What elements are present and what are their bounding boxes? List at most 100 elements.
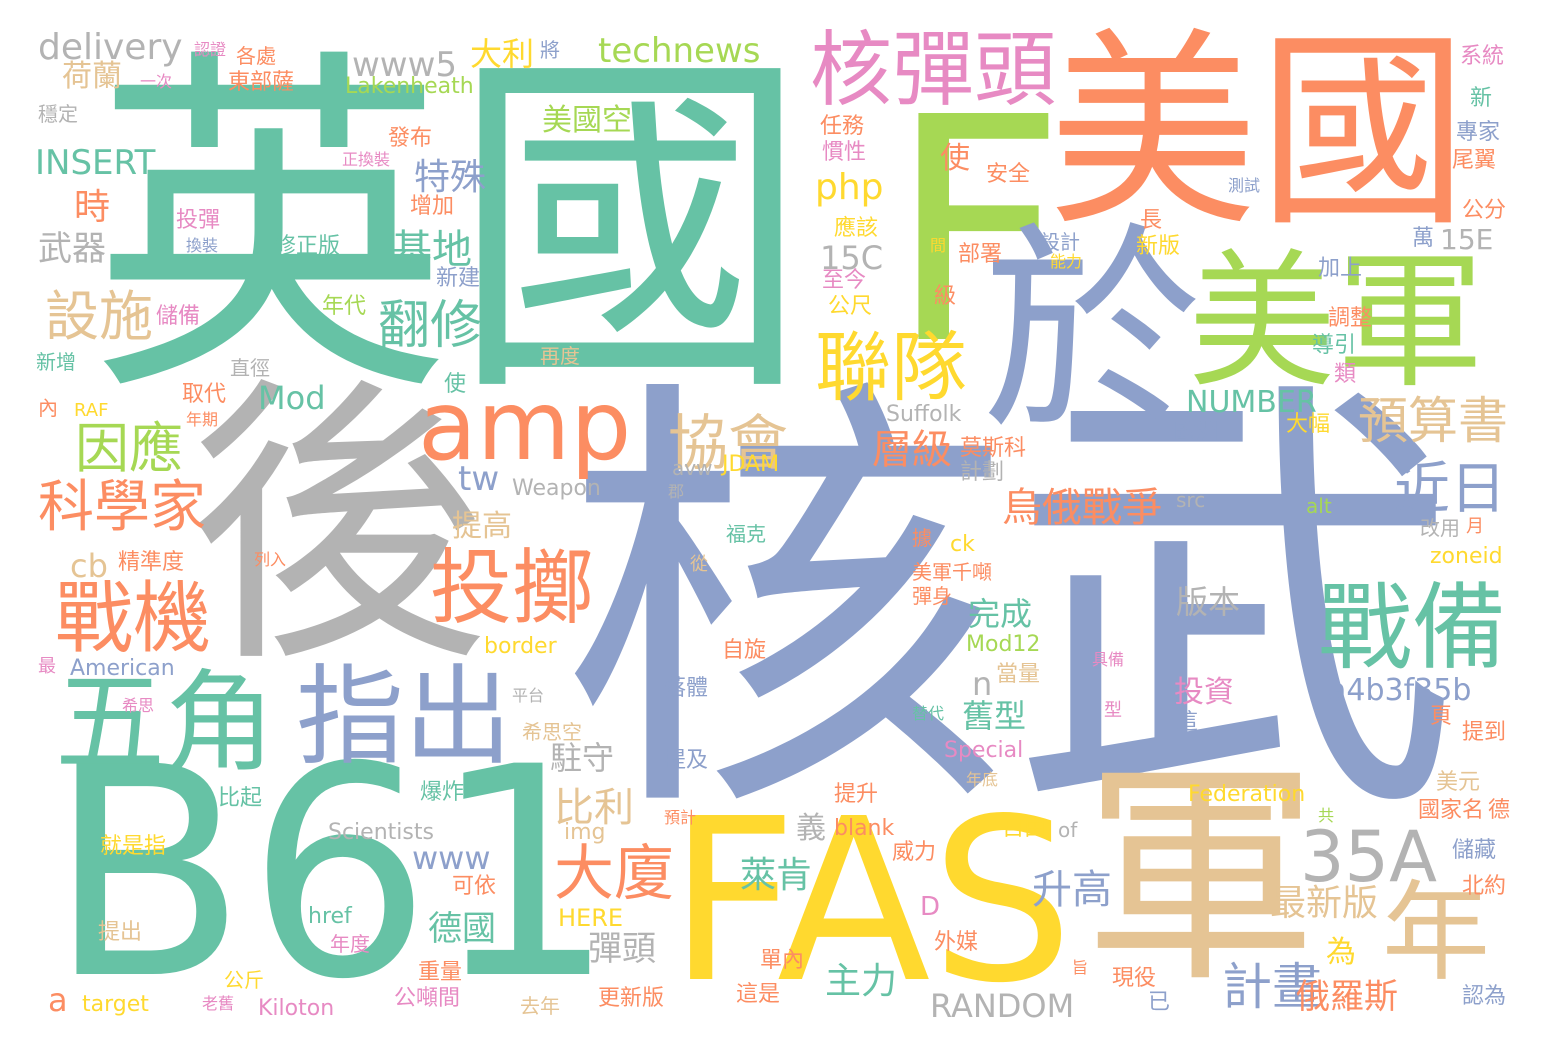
- word-zhe: 這: [1176, 710, 1199, 735]
- word-xing: 型: [1104, 700, 1122, 721]
- word-href: href: [308, 904, 352, 929]
- word-wujiao: 五角: [55, 659, 275, 787]
- word-jihua2: 計劃: [960, 460, 1005, 485]
- word-eluosi: 俄羅斯: [1296, 977, 1398, 1017]
- word-jiashang: 加上: [1318, 256, 1363, 281]
- word-touzhi: 投擲: [430, 541, 595, 636]
- word-niandai: 年代: [322, 294, 367, 319]
- word-ziyou: 自由: [1002, 816, 1047, 841]
- word-lei: 類: [1334, 362, 1357, 387]
- word-renzheng: 認證: [194, 40, 227, 59]
- word-jiushizhi: 就是指: [100, 834, 167, 859]
- word-xisi: 希思: [122, 696, 155, 715]
- word-gong: 共: [1318, 806, 1335, 825]
- word-yingguo: 英國: [90, 20, 810, 439]
- word-keyi: 可依: [452, 874, 497, 899]
- word-kexuejia: 科學家: [38, 475, 206, 540]
- word-xinjian: 新建: [436, 266, 481, 291]
- word-blank: blank: [834, 816, 895, 841]
- word-jdam: JDAM: [722, 452, 780, 477]
- word-ji: 級: [934, 284, 957, 309]
- word-renwu: 任務: [820, 114, 865, 139]
- word-avw: avw: [672, 456, 713, 480]
- word-meiguo: 美國: [1048, 10, 1469, 255]
- word-guojiaming: 國家名: [1418, 798, 1485, 823]
- word-zhenghuanzhuang: 正換裝: [342, 150, 391, 169]
- word-pingtai: 平台: [512, 686, 545, 705]
- word-meiyuan: 美元: [1436, 770, 1481, 795]
- word-php: php: [815, 167, 884, 208]
- word-yu: 於: [982, 204, 1203, 460]
- word-tisheng: 提升: [834, 782, 879, 807]
- word-niandi: 年底: [966, 770, 999, 789]
- word-anquan: 安全: [986, 162, 1031, 187]
- word-laiken: 萊肯: [740, 855, 813, 896]
- word-weiyi: 尾翼: [1452, 148, 1497, 173]
- word-meijun: 美軍: [1188, 236, 1484, 408]
- word-yue: 月: [1466, 516, 1484, 537]
- word-img: img: [564, 820, 606, 845]
- word-b61: B61: [48, 706, 616, 1043]
- word-teshu: 特殊: [414, 157, 487, 198]
- word-mod12: Mod12: [966, 632, 1041, 657]
- word-cb: cb: [70, 547, 108, 585]
- word-random: RANDOM: [930, 987, 1075, 1025]
- word-biqi: 比起: [218, 786, 263, 811]
- word-zoneid: zoneid: [1430, 544, 1503, 569]
- word-xiehui: 協會: [668, 409, 788, 479]
- word-zaidu: 再度: [540, 344, 580, 368]
- word-kiloton: Kiloton: [258, 996, 335, 1021]
- word-technews: technews: [598, 31, 761, 71]
- word-danshen: 彈身: [912, 584, 952, 608]
- word-liandui: 聯隊: [815, 323, 967, 412]
- word-meiguokong: 美國空: [542, 103, 632, 138]
- word-yinggai: 應該: [834, 216, 879, 241]
- word-xisikong: 希思空: [522, 720, 582, 744]
- word-wuezhanzheng: 烏俄戰爭: [1002, 485, 1162, 531]
- word-of: of: [1058, 818, 1078, 842]
- word-guanxing: 慣性: [822, 140, 867, 165]
- word-huanzhuang: 換裝: [186, 236, 219, 255]
- word-xin: 新: [1470, 86, 1493, 111]
- word-niandu: 年度: [330, 932, 370, 956]
- word-xiuzhengban: 修正版: [274, 234, 341, 259]
- word-n: n: [972, 665, 993, 703]
- word-zui: 最: [38, 656, 56, 677]
- word-a: a: [48, 981, 68, 1019]
- word-deguo: 德國: [428, 909, 496, 949]
- word-zhanbei: 戰備: [1318, 574, 1507, 683]
- word-wancheng: 完成: [968, 595, 1033, 633]
- word-zhushou: 駐守: [550, 739, 615, 777]
- word-gechu: 各處: [236, 44, 276, 68]
- word-wan: 萬: [1412, 226, 1435, 251]
- word-gongjin: 公斤: [224, 968, 264, 992]
- word-de: 德: [1488, 798, 1511, 823]
- word-qunian: 去年: [520, 994, 560, 1018]
- word-waimei: 外媒: [934, 930, 979, 955]
- word-wei: 為: [1326, 935, 1356, 970]
- word-raf: RAF: [74, 400, 109, 421]
- word-jian: 間: [930, 236, 947, 255]
- word-touzi: 投資: [1174, 675, 1234, 710]
- word-cengji: 層級: [872, 427, 952, 473]
- word-jubei: 具備: [1092, 650, 1125, 669]
- word-gongfen: 公分: [1462, 198, 1507, 223]
- word-tw: tw: [458, 459, 500, 499]
- word-special: Special: [944, 738, 1024, 763]
- word-fuke: 福克: [726, 522, 766, 546]
- word-dangliang: 當量: [996, 662, 1041, 687]
- word-ck: ck: [950, 532, 975, 557]
- word-dannei: 單內: [760, 948, 805, 973]
- word-xianyi: 現役: [1112, 966, 1157, 991]
- word-american: American: [70, 656, 175, 681]
- word-gaiyong: 改用: [1420, 516, 1460, 540]
- word-zhi: 旨: [1072, 958, 1089, 977]
- word-delivery: delivery: [38, 27, 183, 68]
- word-src: src: [1176, 488, 1206, 512]
- word-scientists: Scientists: [328, 820, 434, 845]
- word-yici: 一次: [140, 72, 173, 91]
- word-zhuli: 主力: [825, 961, 898, 1002]
- word-dantou: 彈頭: [588, 929, 656, 969]
- word-wuqi: 武器: [38, 229, 106, 269]
